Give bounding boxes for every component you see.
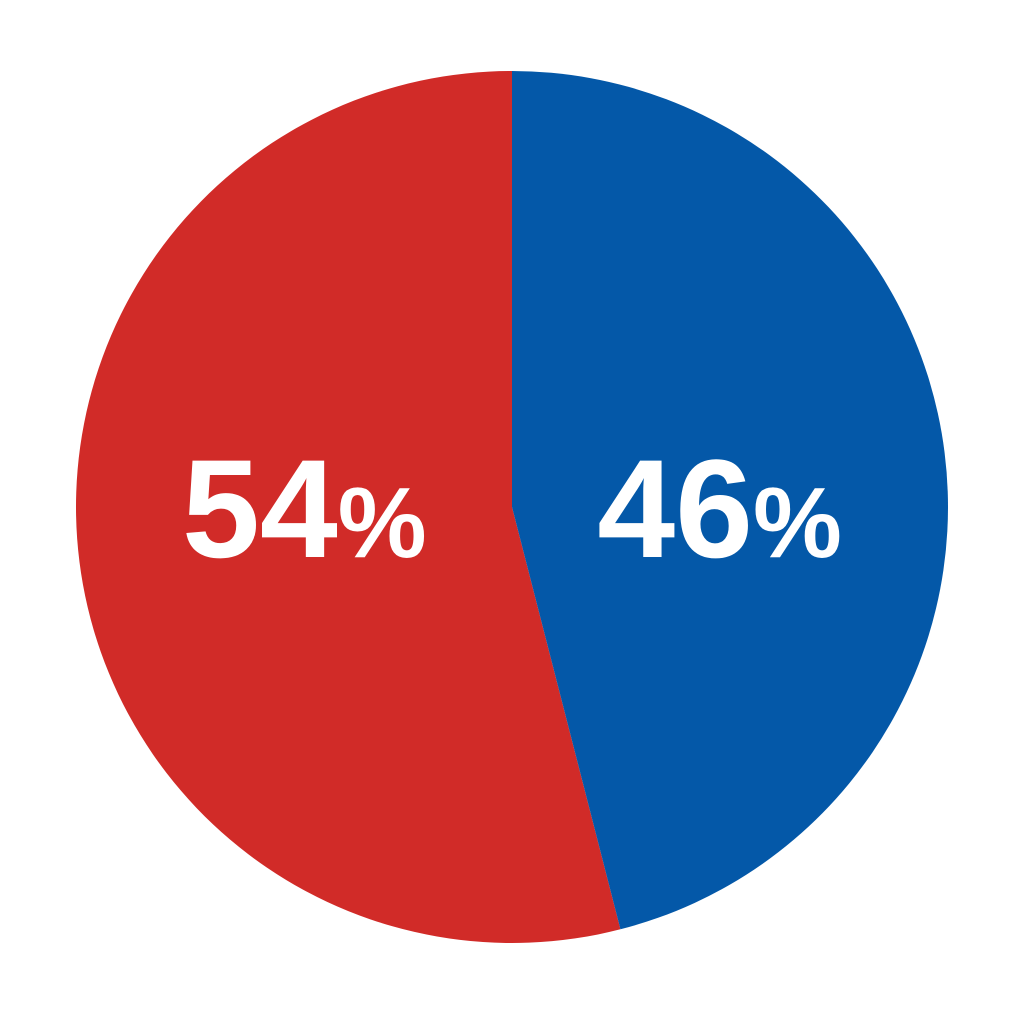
slice-label-0: 54% <box>182 430 427 587</box>
slice-label-1: 46% <box>597 430 842 587</box>
pie-slice-0 <box>75 71 621 944</box>
pie-slice-1 <box>512 70 948 930</box>
